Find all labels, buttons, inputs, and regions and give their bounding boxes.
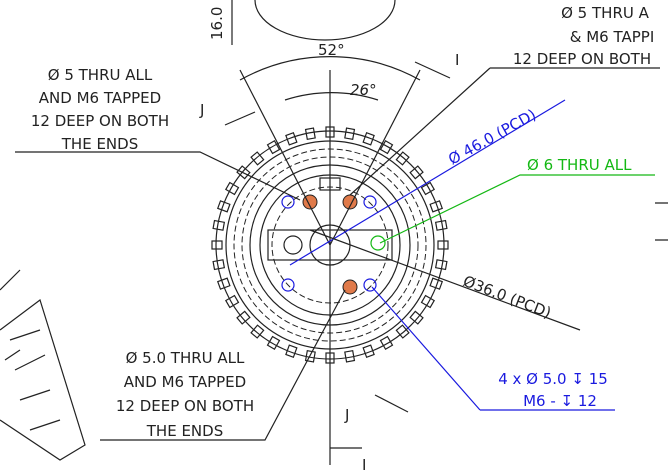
callout-text: M6 - ↧ 12 xyxy=(523,392,597,410)
callout-text: 12 DEEP ON BOTH xyxy=(513,50,651,68)
callout-text: Ø 5.0 THRU ALL xyxy=(126,349,245,367)
callout-text: 4 x Ø 5.0 ↧ 15 xyxy=(498,370,608,388)
angle-label: 26° xyxy=(350,81,377,99)
pcd-label: Ø36.0 (PCD) xyxy=(461,272,554,322)
tooth xyxy=(226,296,239,308)
drawing: 16.0 52° 26° I J J I xyxy=(0,0,668,473)
tooth xyxy=(212,241,222,249)
callout-text: 12 DEEP ON BOTH xyxy=(31,112,169,130)
tooth xyxy=(381,337,393,350)
callout-text: Ø 5 THRU A xyxy=(561,4,649,22)
callout-text: 12 DEEP ON BOTH xyxy=(116,397,254,415)
dim-height: 16.0 xyxy=(208,7,226,40)
pcd-label: Ø 46.0 (PCD) xyxy=(445,105,539,168)
callout-text: AND M6 TAPPED xyxy=(39,89,161,107)
tooth xyxy=(422,296,435,308)
section-arrow xyxy=(225,112,255,125)
ext-line xyxy=(240,70,330,245)
leader xyxy=(15,152,300,200)
part-edge xyxy=(655,203,668,240)
callout-text: THE ENDS xyxy=(61,135,138,153)
section-marker: I xyxy=(362,456,366,473)
section-arrow xyxy=(375,395,408,412)
thru-label: Ø 6 THRU ALL xyxy=(527,156,632,174)
thru-hole xyxy=(282,196,294,208)
section-marker: J xyxy=(344,406,349,424)
tooth xyxy=(268,337,280,350)
tapped-hole xyxy=(343,280,357,294)
section-arrow xyxy=(415,62,450,78)
angle-label: 52° xyxy=(318,41,345,59)
pin-hole xyxy=(371,236,385,250)
thru-leader xyxy=(380,175,655,243)
section-marker: I xyxy=(455,51,459,69)
part-edge xyxy=(0,270,85,460)
tooth xyxy=(226,183,239,195)
screw xyxy=(284,236,302,254)
section-marker: J xyxy=(199,101,204,119)
callout-text: AND M6 TAPPED xyxy=(124,373,246,391)
tooth xyxy=(438,241,448,249)
callout-text: Ø 5 THRU ALL xyxy=(48,66,153,84)
callout-text: THE ENDS xyxy=(146,422,223,440)
callout-text: & M6 TAPPI xyxy=(570,28,655,46)
part-edge xyxy=(255,0,395,40)
thru-hole xyxy=(364,196,376,208)
